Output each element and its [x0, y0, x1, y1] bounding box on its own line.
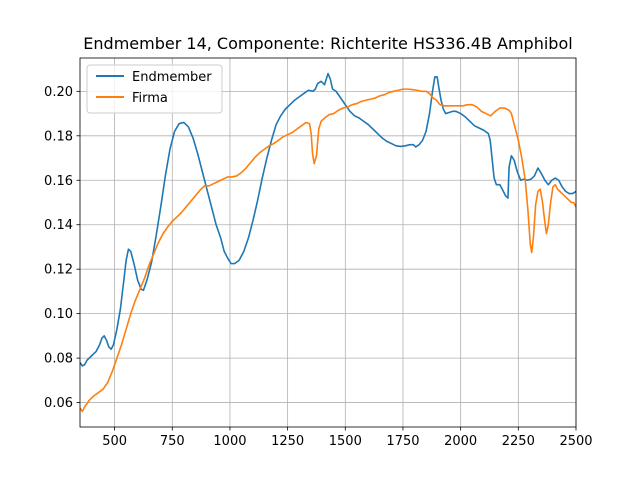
- legend-label-endmember: Endmember: [132, 70, 212, 85]
- x-tick-label: 1500: [329, 434, 362, 449]
- y-tick-label: 0.20: [44, 85, 73, 100]
- series-line-firma: [80, 88, 576, 413]
- y-tick-label: 0.14: [44, 218, 73, 233]
- x-tick-label: 1750: [386, 434, 419, 449]
- legend-label-firma: Firma: [132, 91, 168, 106]
- chart-title: Endmember 14, Componente: Richterite HS3…: [83, 34, 572, 53]
- x-tick-label: 1250: [271, 434, 304, 449]
- y-tick-label: 0.08: [44, 352, 73, 367]
- y-tick-label: 0.10: [44, 307, 73, 322]
- y-tick-label: 0.18: [44, 129, 73, 144]
- legend: Endmember Firma: [86, 64, 223, 114]
- y-tick-label: 0.16: [44, 174, 73, 189]
- series-lines: [80, 72, 576, 413]
- x-tick-label: 2500: [559, 434, 592, 449]
- x-tick-label: 500: [102, 434, 127, 449]
- x-axis: 500 750 1000 1250 1500 1750 2000 2250 2500: [102, 427, 593, 449]
- x-tick-label: 2250: [502, 434, 535, 449]
- x-tick-label: 1000: [213, 434, 246, 449]
- y-axis: 0.06 0.08 0.10 0.12 0.14 0.16 0.18 0.20: [44, 85, 80, 411]
- x-tick-label: 2000: [444, 434, 477, 449]
- x-tick-label: 750: [160, 434, 185, 449]
- y-tick-label: 0.12: [44, 263, 73, 278]
- series-line-endmember: [80, 72, 576, 367]
- y-tick-label: 0.06: [44, 396, 73, 411]
- plot-frame: [79, 57, 577, 428]
